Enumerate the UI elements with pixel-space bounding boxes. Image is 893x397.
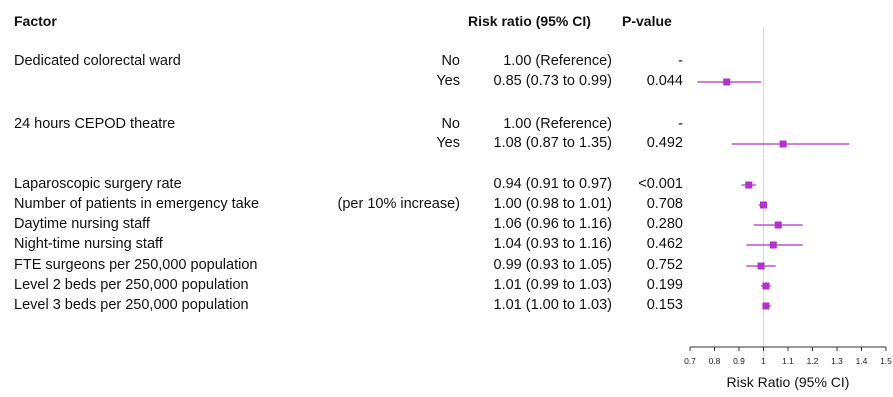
x-axis-tick-label: 0.7 [684,356,696,366]
x-axis-tick-label: 1.5 [880,356,892,366]
point-estimate [723,79,730,86]
x-axis-tick-label: 0.8 [709,356,721,366]
x-axis-tick-label: 1.3 [831,356,843,366]
point-estimate [780,141,787,148]
point-estimate [745,182,752,189]
point-estimate [770,242,777,249]
x-axis-title: Risk Ratio (95% CI) [727,374,850,390]
point-estimate [758,263,765,270]
point-estimate [762,283,769,290]
point-estimate [762,303,769,310]
x-axis-tick-label: 1.4 [856,356,868,366]
x-axis-tick-label: 1.2 [807,356,819,366]
x-axis-tick-label: 0.9 [733,356,745,366]
x-axis-tick-label: 1 [761,356,766,366]
point-estimate [760,202,767,209]
x-axis-tick-label: 1.1 [782,356,794,366]
point-estimate [775,222,782,229]
